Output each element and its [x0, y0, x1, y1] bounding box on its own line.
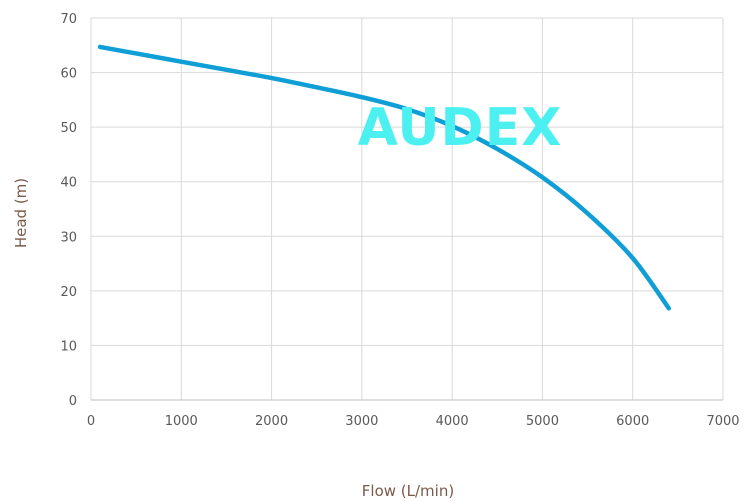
series-layer	[97, 44, 672, 311]
x-axis-title: Flow (L/min)	[362, 482, 454, 500]
x-tick-label: 7000	[706, 414, 739, 429]
x-tick-label: 0	[87, 414, 95, 429]
watermark-logo: AUDEX	[358, 98, 563, 158]
x-tick-label: 3000	[345, 414, 378, 429]
y-tick-label: 40	[60, 176, 77, 191]
y-tick-label: 30	[60, 230, 77, 245]
x-tick-label: 1000	[165, 414, 198, 429]
x-tick-label: 2000	[255, 414, 288, 429]
y-tick-label: 50	[60, 121, 77, 136]
axes	[90, 18, 723, 401]
y-axis-title: Head (m)	[12, 178, 30, 248]
x-tick-label: 6000	[616, 414, 649, 429]
y-tick-label: 20	[60, 285, 77, 300]
y-tick-label: 60	[60, 67, 77, 82]
tick-labels: 0 10 20 30 40 50 60 70 0 1000 2000 3000 4000 5000 6000…	[60, 12, 739, 429]
x-tick-label: 5000	[526, 414, 559, 429]
y-tick-label: 10	[60, 339, 77, 354]
x-tick-label: 4000	[436, 414, 469, 429]
y-tick-label: 0	[69, 394, 77, 409]
y-tick-label: 70	[60, 12, 77, 27]
grid	[91, 17, 724, 400]
pump-curve-line	[97, 44, 672, 311]
